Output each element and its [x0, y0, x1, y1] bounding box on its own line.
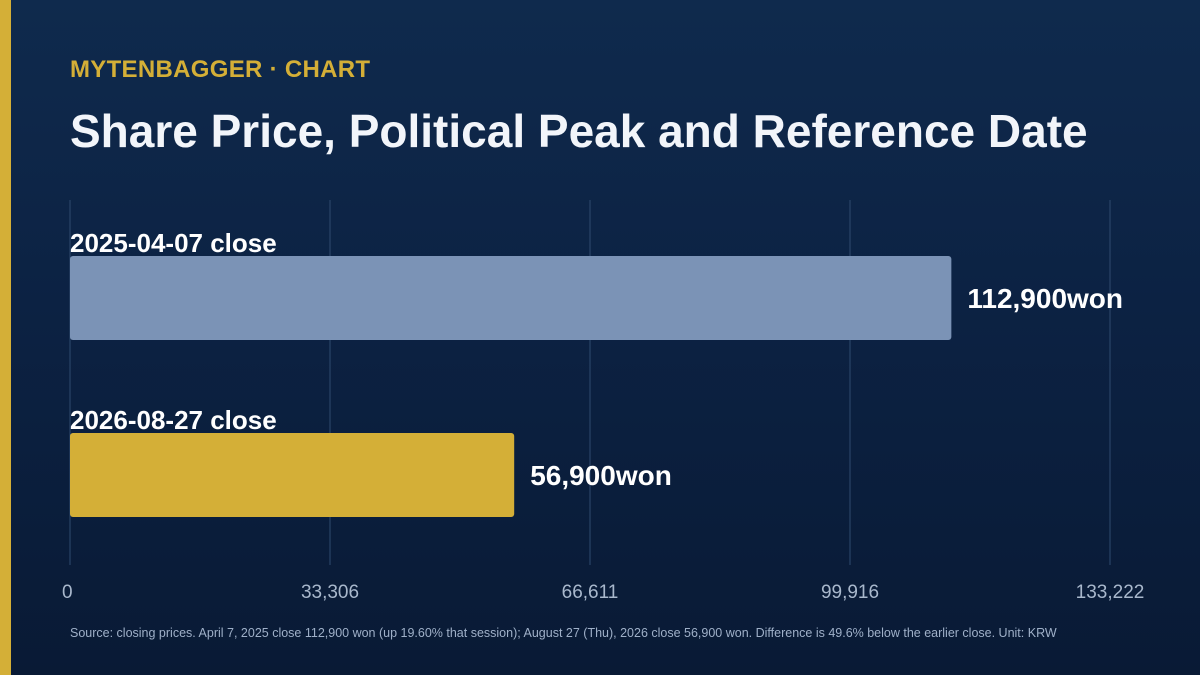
x-tick-label: 99,916 [821, 582, 879, 603]
accent-bar [0, 0, 11, 675]
category-label: 2026-08-27 close [70, 405, 277, 435]
bar-chart: 0 33,306 66,611 99,916 133,222 2025-04-07 clo… [62, 200, 1145, 603]
chart-title: Share Price, Political Peak and Referenc… [70, 105, 1088, 157]
x-tick-label: 66,611 [562, 582, 619, 603]
value-label: 112,900won [967, 283, 1123, 314]
chart-footnote: Source: closing prices. April 7, 2025 cl… [70, 626, 1057, 640]
chart-kicker: MYTENBAGGER · CHART [70, 56, 371, 83]
category-label: 2025-04-07 close [70, 228, 277, 258]
x-tick-label: 0 [62, 582, 73, 603]
x-tick-label: 133,222 [1076, 582, 1145, 603]
bar [70, 433, 515, 517]
value-label: 56,900won [530, 460, 672, 491]
bar [70, 256, 952, 340]
x-tick-label: 33,306 [301, 582, 359, 603]
